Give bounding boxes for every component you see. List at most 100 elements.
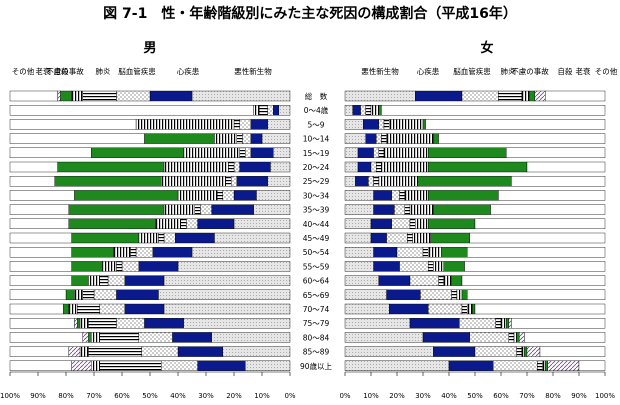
female-bar-segment	[376, 161, 382, 173]
female-bar-segment	[474, 346, 517, 357]
male-bar-segment	[177, 261, 291, 272]
female-bar-segment	[498, 90, 522, 102]
female-bar-segment	[508, 332, 515, 343]
male-bar-segment	[9, 190, 75, 201]
male-bar-segment	[116, 289, 159, 300]
male-x-tick-label: 0%	[284, 392, 295, 400]
male-bar-segment	[57, 90, 61, 102]
male-bar-segment	[88, 275, 100, 286]
male-bar-segment	[124, 275, 165, 286]
female-bar-segment	[461, 90, 499, 102]
female-bar-segment	[464, 261, 606, 272]
male-bar-segment	[158, 232, 165, 244]
male-bar-segment	[68, 218, 156, 230]
female-bar-segment	[368, 175, 374, 187]
female-bar-segment	[469, 332, 509, 343]
female-bar-segment	[365, 104, 372, 116]
female-bar-segment	[373, 261, 400, 272]
male-bar-segment	[278, 104, 291, 116]
male-bar-segment	[160, 175, 226, 187]
male-bar-segment	[82, 289, 95, 300]
female-bar-segment	[428, 303, 463, 315]
male-bar-segment	[144, 318, 184, 329]
female-bar-segment	[344, 190, 374, 201]
female-bar-segment	[508, 318, 512, 329]
male-bar-segment	[116, 90, 151, 102]
female-bar-segment	[506, 147, 606, 159]
female-bar-segment	[344, 318, 411, 329]
female-bar-segment	[378, 175, 418, 187]
male-bar-segment	[9, 275, 72, 286]
female-bar-segment	[386, 289, 421, 300]
male-bar-segment	[233, 119, 240, 130]
male-bar-segment	[158, 289, 291, 300]
male-bar-segment	[71, 275, 89, 286]
male-bar-segment	[9, 104, 254, 116]
female-x-tick-label: 10%	[363, 392, 379, 400]
female-x-tick-label: 20%	[389, 392, 405, 400]
female-bar-segment	[516, 332, 520, 343]
male-bar-segment	[211, 332, 291, 343]
male-bar-segment	[138, 261, 179, 272]
female-bar-segment	[461, 303, 468, 315]
female-bar-segment	[459, 318, 496, 329]
male-bar-segment	[138, 232, 159, 244]
female-bar-segment	[422, 332, 470, 343]
male-bar-segment	[163, 161, 229, 173]
female-bar-segment	[433, 261, 444, 272]
female-bar-segment	[433, 346, 476, 357]
male-legend-label: 肺炎	[96, 67, 111, 76]
female-bar-segment	[448, 360, 494, 371]
male-bar-segment	[183, 318, 291, 329]
female-bar-segment	[513, 332, 517, 343]
male-bar-segment	[9, 90, 58, 102]
male-bar-segment	[239, 147, 246, 159]
male-bar-segment	[239, 119, 252, 130]
female-x-tick-label: 90%	[571, 392, 587, 400]
male-bar-segment	[253, 104, 260, 116]
male-bar-segment	[239, 161, 271, 173]
female-bar-segment	[415, 218, 429, 230]
female-bar-segment	[438, 133, 606, 144]
male-bar-segment	[9, 133, 145, 144]
female-bar-segment	[428, 218, 476, 230]
female-bar-segment	[521, 90, 530, 102]
female-bar-segment	[542, 360, 546, 371]
male-bar-segment	[233, 161, 240, 173]
female-bar-segment	[378, 119, 385, 130]
age-category-label: 80～84	[303, 333, 330, 342]
male-bar-segment	[99, 275, 109, 286]
female-bar-segment	[428, 147, 507, 159]
female-bar-segment	[490, 204, 606, 215]
female-legend-label: 心疾患	[417, 66, 440, 76]
male-bar-segment	[163, 232, 176, 244]
male-bar-segment	[9, 161, 58, 173]
male-x-tick-label: 60%	[114, 392, 130, 400]
female-bar-segment	[383, 119, 390, 130]
female-bar-segment	[415, 90, 463, 102]
male-bar-segment	[250, 147, 274, 159]
female-bar-segment	[370, 161, 377, 173]
male-x-tick-label: 50%	[142, 392, 158, 400]
female-bar-segment	[373, 204, 395, 215]
female-x-tick-label: 40%	[441, 392, 457, 400]
female-x-tick-label: 100%	[595, 392, 615, 400]
female-bar-segment	[373, 246, 398, 258]
male-bar-segment	[163, 303, 291, 315]
male-bar-segment	[236, 133, 243, 144]
female-bar-segment	[344, 104, 354, 116]
male-bar-segment	[107, 275, 125, 286]
female-bar-segment	[378, 147, 385, 159]
female-bar-segment	[389, 303, 429, 315]
male-legend-label: 老衰	[36, 66, 51, 76]
male-bar-segment	[244, 360, 291, 371]
male-bar-segment	[233, 190, 257, 201]
female-bar-segment	[428, 190, 499, 201]
female-bar-segment	[506, 318, 510, 329]
male-bar-segment	[82, 332, 89, 343]
male-legend-label: 悪性新生物	[234, 66, 272, 76]
male-x-tick-label: 30%	[198, 392, 214, 400]
female-bar-segment	[428, 246, 442, 258]
female-legend-label: その他	[595, 66, 618, 76]
